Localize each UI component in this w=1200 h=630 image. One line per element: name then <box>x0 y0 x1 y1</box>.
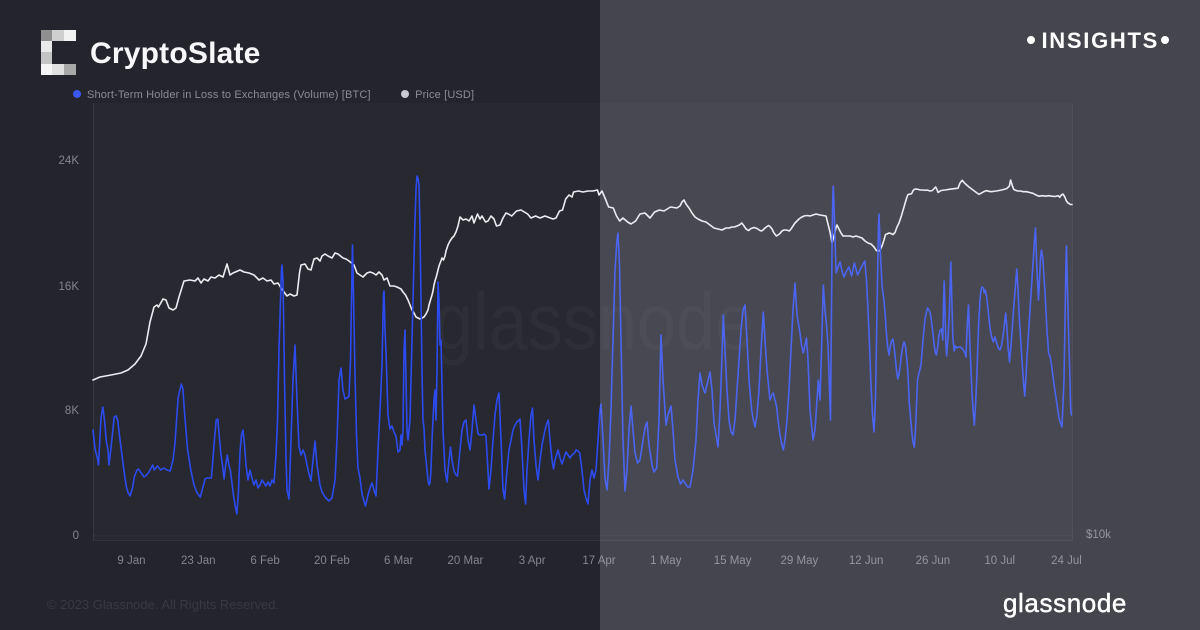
svg-text:24K: 24K <box>59 155 80 167</box>
svg-text:17 Apr: 17 Apr <box>582 555 615 567</box>
svg-text:10 Jul: 10 Jul <box>984 555 1015 567</box>
svg-text:9 Jan: 9 Jan <box>117 555 145 567</box>
svg-text:$10k: $10k <box>1086 529 1111 541</box>
svg-text:15 May: 15 May <box>714 555 752 567</box>
svg-text:23 Jan: 23 Jan <box>181 555 216 567</box>
svg-text:24 Jul: 24 Jul <box>1051 555 1082 567</box>
svg-text:20 Feb: 20 Feb <box>314 555 350 567</box>
svg-text:26 Jun: 26 Jun <box>916 555 951 567</box>
svg-text:6 Feb: 6 Feb <box>250 555 279 567</box>
svg-text:6 Mar: 6 Mar <box>384 555 414 567</box>
svg-text:20 Mar: 20 Mar <box>448 555 484 567</box>
svg-text:1 May: 1 May <box>650 555 682 567</box>
svg-text:16K: 16K <box>59 281 80 293</box>
svg-text:0: 0 <box>73 530 79 542</box>
svg-text:12 Jun: 12 Jun <box>849 555 884 567</box>
svg-text:8K: 8K <box>65 405 79 417</box>
svg-text:29 May: 29 May <box>781 555 819 567</box>
svg-text:3 Apr: 3 Apr <box>519 555 546 567</box>
